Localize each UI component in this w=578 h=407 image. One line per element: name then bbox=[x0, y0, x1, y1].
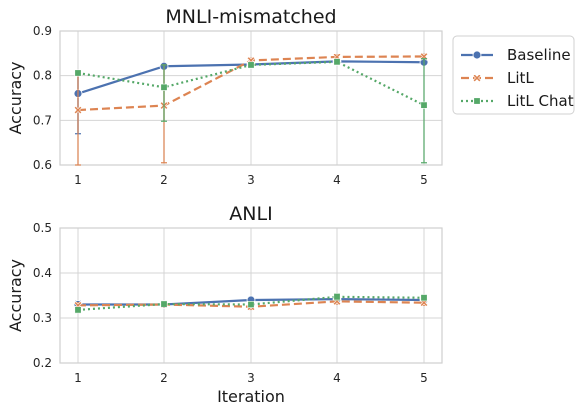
x-axis-label: Iteration bbox=[217, 387, 285, 406]
data-point bbox=[333, 58, 341, 66]
x-tick-label: 3 bbox=[247, 371, 255, 385]
data-point bbox=[333, 293, 341, 301]
legend-marker bbox=[473, 97, 481, 105]
x-tick-label: 2 bbox=[160, 173, 168, 187]
data-point bbox=[247, 61, 255, 69]
data-point bbox=[247, 300, 255, 308]
legend-item: Baseline bbox=[461, 46, 571, 64]
x-tick-label: 5 bbox=[420, 173, 428, 187]
x-tick-label: 1 bbox=[74, 173, 82, 187]
data-point bbox=[160, 83, 168, 91]
legend-label: LitL bbox=[507, 69, 534, 87]
data-point bbox=[420, 101, 428, 109]
y-tick-label: 0.6 bbox=[33, 158, 52, 172]
legend-label: LitL Chat bbox=[507, 92, 574, 110]
subplot-1: 0.6 0.7 0.8 0.9 1 2 3 4 5 MNLI-mismatched Accuracy bbox=[6, 6, 443, 187]
plot-frame bbox=[59, 227, 443, 364]
x-tick-label: 2 bbox=[160, 371, 168, 385]
legend-marker bbox=[472, 73, 482, 83]
x-tick-label: 5 bbox=[420, 371, 428, 385]
series-litl-chat bbox=[74, 58, 428, 164]
y-tick-label: 0.2 bbox=[33, 356, 52, 370]
legend-label: Baseline bbox=[507, 46, 571, 64]
x-tick-label: 4 bbox=[333, 173, 341, 187]
y-tick-label: 0.5 bbox=[33, 221, 52, 235]
data-point bbox=[73, 105, 83, 115]
y-tick-label: 0.3 bbox=[33, 311, 52, 325]
legend-item: LitL bbox=[461, 69, 534, 87]
chart-title: MNLI-mismatched bbox=[165, 6, 336, 28]
data-point bbox=[74, 306, 82, 314]
data-point bbox=[420, 294, 428, 302]
chart-title: ANLI bbox=[229, 203, 272, 225]
x-tick-label: 4 bbox=[333, 371, 341, 385]
y-tick-label: 0.4 bbox=[33, 266, 52, 280]
x-tick-label: 3 bbox=[247, 173, 255, 187]
data-point bbox=[74, 69, 82, 77]
y-tick-label: 0.7 bbox=[33, 113, 52, 127]
y-axis-label: Accuracy bbox=[6, 61, 25, 134]
x-tick-label: 1 bbox=[74, 371, 82, 385]
y-axis-label: Accuracy bbox=[6, 259, 25, 332]
series-line bbox=[77, 60, 425, 107]
subplot-2: 0.2 0.3 0.4 0.5 1 2 3 4 5 ANLI Accuracy Iteration bbox=[6, 203, 443, 406]
legend-item: LitL Chat bbox=[461, 92, 574, 110]
legend: Baseline LitL LitL Chat bbox=[452, 35, 575, 115]
plot-frame bbox=[59, 30, 443, 166]
y-tick-label: 0.9 bbox=[33, 24, 52, 38]
data-point bbox=[160, 300, 168, 308]
y-tick-label: 0.8 bbox=[33, 69, 52, 83]
series-litl-chat bbox=[74, 293, 428, 314]
legend-marker bbox=[472, 50, 482, 60]
